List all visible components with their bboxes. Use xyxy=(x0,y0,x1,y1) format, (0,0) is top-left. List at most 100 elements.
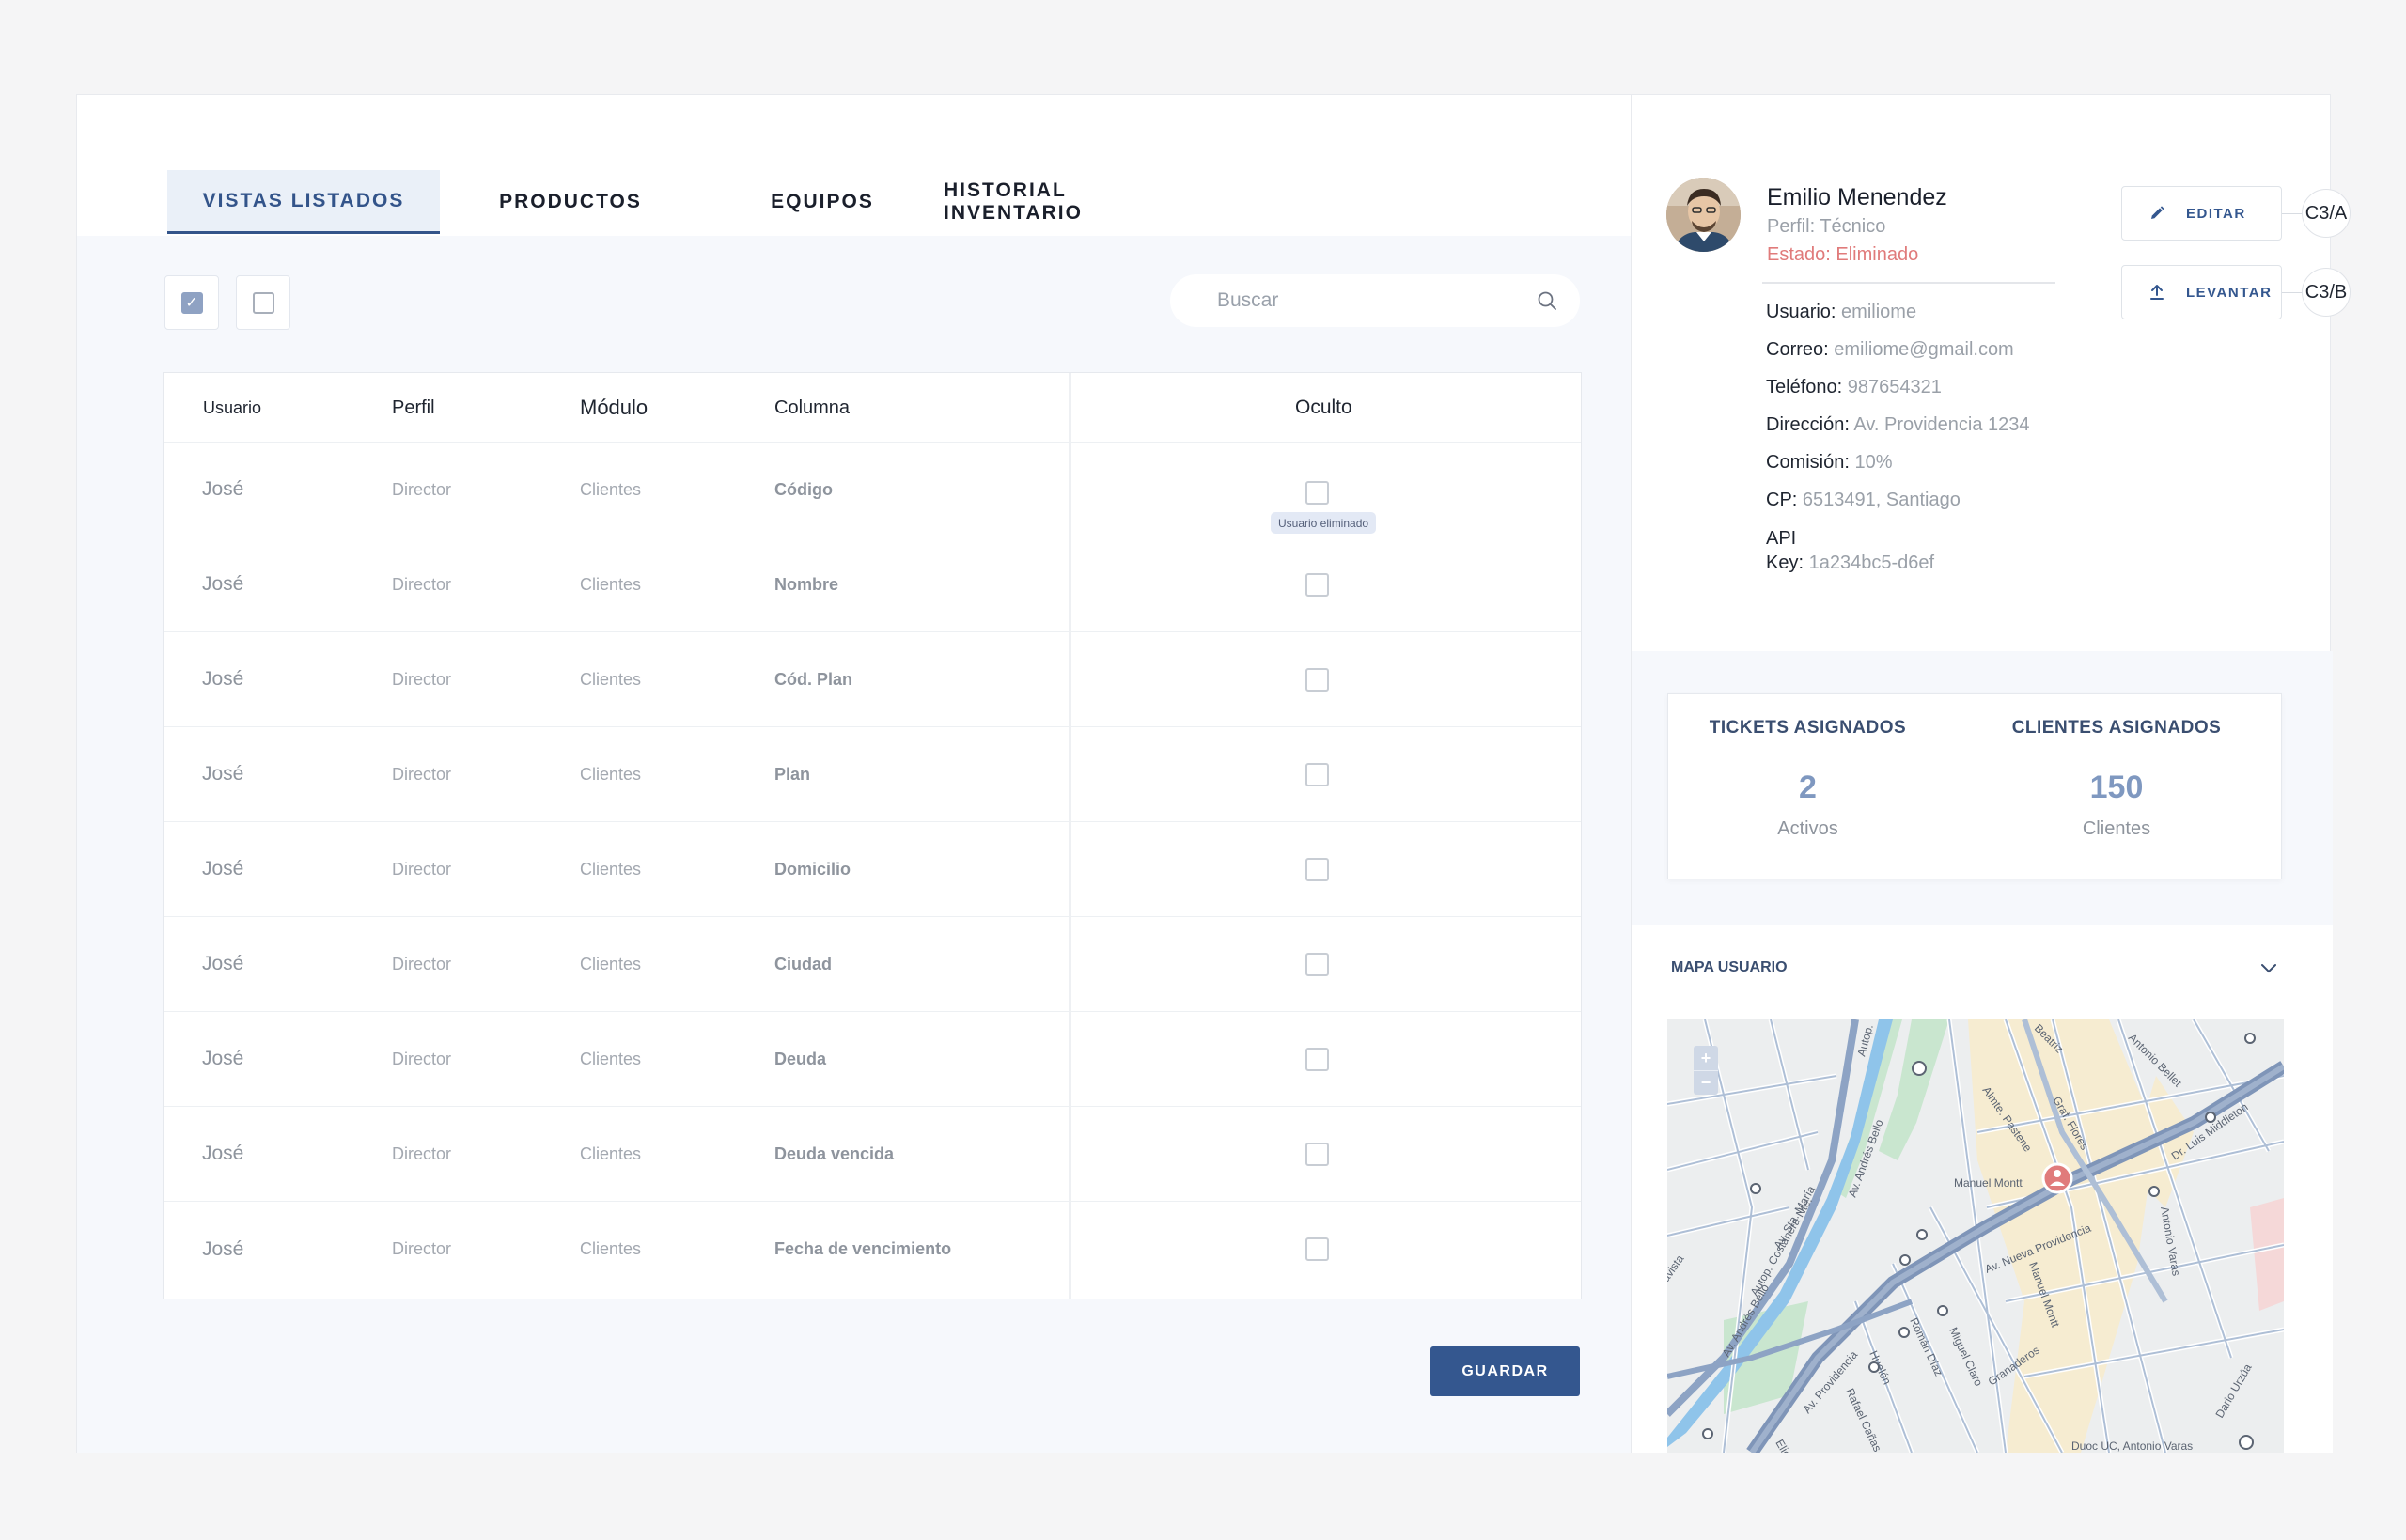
field-label: Key: xyxy=(1766,552,1804,573)
hidden-checkbox[interactable] xyxy=(1305,1047,1329,1071)
search-input[interactable] xyxy=(1217,289,1537,312)
search-bar xyxy=(1170,274,1580,327)
cell-usuario: José xyxy=(202,668,244,690)
header-modulo: Módulo xyxy=(580,396,648,419)
table-header: Usuario Perfil Módulo Columna Oculto xyxy=(164,373,1581,443)
field-value: Av. Providencia 1234 xyxy=(1853,414,2030,435)
field-label: Comisión: xyxy=(1766,452,1850,473)
cell-oculto xyxy=(1305,1107,1329,1201)
left-panel: VISTAS LISTADOS PRODUCTOS EQUIPOS HISTOR… xyxy=(77,95,1631,1453)
cell-modulo: Clientes xyxy=(580,1239,642,1258)
field-usuario: Usuario: emiliome xyxy=(1766,302,1916,323)
cell-modulo: Clientes xyxy=(580,479,642,499)
status-label: Estado: xyxy=(1767,244,1831,265)
map-title: MAPA USUARIO xyxy=(1671,959,1788,975)
field-label: API xyxy=(1766,528,1797,549)
stat-clients-sub: Clientes xyxy=(2082,818,2151,839)
cell-columna: Plan xyxy=(774,764,811,784)
cell-oculto xyxy=(1305,1202,1329,1297)
cell-oculto xyxy=(1305,822,1329,916)
deselect-all-checkbox[interactable] xyxy=(236,275,290,330)
hidden-checkbox[interactable] xyxy=(1305,572,1329,597)
stat-tickets-value: 2 xyxy=(1799,770,1817,805)
hidden-checkbox[interactable] xyxy=(1305,857,1329,881)
save-button[interactable]: GUARDAR xyxy=(1430,1346,1580,1396)
cell-perfil: Director xyxy=(392,764,452,784)
hidden-checkbox[interactable] xyxy=(1305,1142,1329,1166)
tab-historial-inventario[interactable]: HISTORIAL INVENTARIO xyxy=(944,179,1083,224)
cell-oculto xyxy=(1305,1012,1329,1106)
hidden-checkbox[interactable] xyxy=(1305,667,1329,692)
cell-perfil: Director xyxy=(392,1049,452,1068)
cell-modulo: Clientes xyxy=(580,1049,642,1068)
cell-oculto xyxy=(1305,632,1329,726)
tab-bar: VISTAS LISTADOS PRODUCTOS EQUIPOS HISTOR… xyxy=(167,170,1195,234)
hidden-checkbox[interactable] xyxy=(1305,952,1329,976)
cell-usuario: José xyxy=(202,1143,244,1164)
edit-label: EDITAR xyxy=(2186,205,2246,222)
stat-tickets-title: TICKETS ASIGNADOS xyxy=(1709,718,1907,738)
edit-button[interactable]: EDITAR xyxy=(2121,186,2282,241)
cell-columna: Deuda xyxy=(774,1049,827,1068)
field-value: emiliome@gmail.com xyxy=(1834,339,2014,360)
raise-tag-connector xyxy=(2282,292,2306,293)
profile-name: Emilio Menendez xyxy=(1767,184,1947,210)
cell-oculto xyxy=(1305,917,1329,1011)
table-divider xyxy=(1069,373,1071,1299)
stat-clients-value: 150 xyxy=(2089,770,2144,805)
field-telefono: Teléfono: 987654321 xyxy=(1766,377,1942,398)
stat-clients-title: CLIENTES ASIGNADOS xyxy=(2011,718,2222,738)
right-panel: Emilio Menendez Perfil: Técnico Estado: … xyxy=(1631,95,2351,1453)
cell-columna: Cód. Plan xyxy=(774,669,853,689)
header-perfil: Perfil xyxy=(392,397,435,418)
edit-tag: C3/A xyxy=(2302,189,2351,238)
profile-status: Estado: Eliminado xyxy=(1767,244,1918,266)
cell-perfil: Director xyxy=(392,1239,452,1258)
chevron-down-icon[interactable] xyxy=(2259,961,2278,974)
cell-columna: Nombre xyxy=(774,574,839,594)
table-row: José Director Clientes Código Usuario el… xyxy=(164,443,1581,537)
hidden-checkbox[interactable] xyxy=(1305,1237,1329,1261)
table-row: José Director Clientes Ciudad xyxy=(164,917,1581,1012)
cell-usuario: José xyxy=(202,478,244,500)
cell-oculto xyxy=(1305,537,1329,631)
cell-columna: Fecha de vencimiento xyxy=(774,1239,952,1258)
cell-usuario: José xyxy=(202,763,244,785)
tab-productos[interactable]: PRODUCTOS xyxy=(499,191,642,212)
cell-columna: Domicilio xyxy=(774,859,851,879)
upload-icon xyxy=(2150,285,2164,300)
cell-columna: Código xyxy=(774,479,833,499)
table-row: José Director Clientes Domicilio xyxy=(164,822,1581,917)
field-correo: Correo: emiliome@gmail.com xyxy=(1766,339,2014,361)
cell-modulo: Clientes xyxy=(580,574,642,594)
zoom-in-button[interactable]: + xyxy=(1700,1048,1711,1067)
user-map[interactable]: Autop. Costanera Nte. Av. Providencia Av… xyxy=(1667,1019,2284,1453)
select-all-checkbox[interactable]: ✓ xyxy=(164,275,219,330)
raise-button[interactable]: LEVANTAR xyxy=(2121,265,2282,319)
status-value: Eliminado xyxy=(1836,244,1919,265)
cell-perfil: Director xyxy=(392,1143,452,1163)
field-comision: Comisión: 10% xyxy=(1766,452,1893,474)
search-icon[interactable] xyxy=(1537,290,1557,311)
cell-modulo: Clientes xyxy=(580,764,642,784)
field-cp: CP: 6513491, Santiago xyxy=(1766,490,1961,511)
hidden-checkbox[interactable] xyxy=(1305,762,1329,786)
raise-tag: C3/B xyxy=(2302,268,2351,317)
stat-tickets: TICKETS ASIGNADOS 2 Activos xyxy=(1668,694,1947,879)
field-label: Dirección: xyxy=(1766,414,1850,435)
cell-perfil: Director xyxy=(392,859,452,879)
zoom-out-button[interactable]: − xyxy=(1694,1070,1718,1095)
cell-modulo: Clientes xyxy=(580,859,642,879)
table-row: José Director Clientes Fecha de vencimie… xyxy=(164,1202,1581,1297)
map-zoom-control: + − xyxy=(1694,1046,1718,1095)
svg-text:Duoc UC, Antonio Varas: Duoc UC, Antonio Varas xyxy=(2071,1439,2193,1453)
hidden-checkbox[interactable] xyxy=(1305,481,1329,505)
table-row: José Director Clientes Plan xyxy=(164,727,1581,822)
header-oculto: Oculto xyxy=(1295,397,1352,418)
tab-vistas-listados[interactable]: VISTAS LISTADOS xyxy=(167,170,440,234)
field-label: Teléfono: xyxy=(1766,377,1843,397)
field-value: 1a234bc5-d6ef xyxy=(1808,552,1935,573)
cell-oculto xyxy=(1305,727,1329,821)
pencil-icon xyxy=(2151,206,2164,219)
tab-equipos[interactable]: EQUIPOS xyxy=(771,191,874,212)
